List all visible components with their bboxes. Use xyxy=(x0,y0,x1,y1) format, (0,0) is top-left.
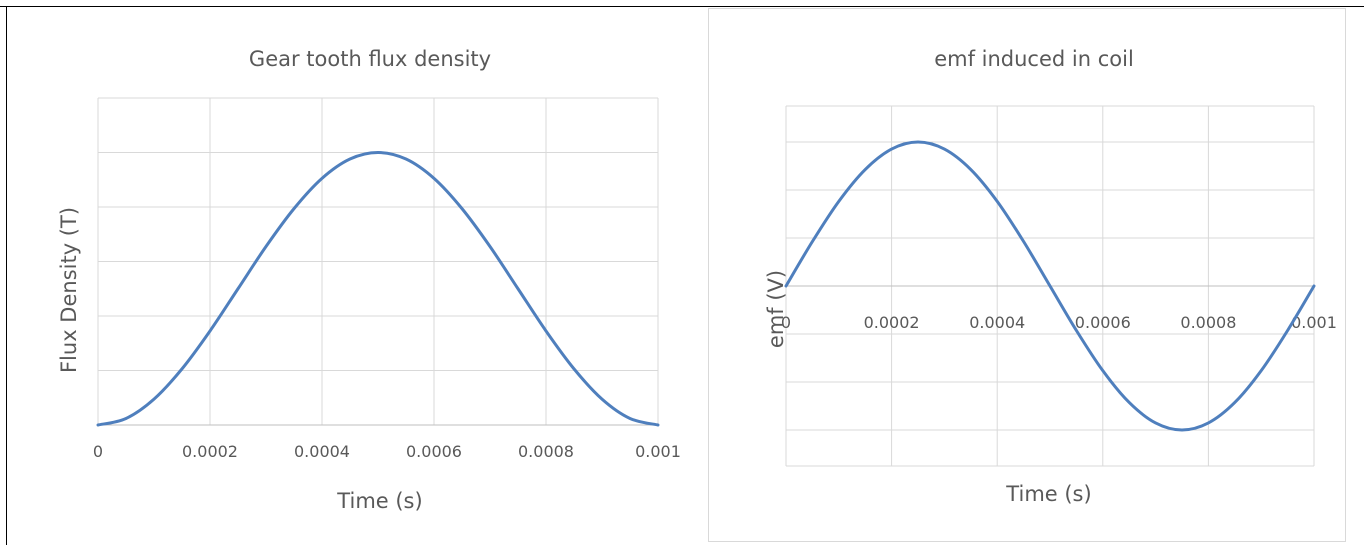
emf-chart-panel: emf induced in coil 0 0.0002 0.0004 0.0006 0… xyxy=(708,8,1346,542)
y-axis-label: Flux Density (T) xyxy=(57,207,81,373)
x-tick-label: 0.0002 xyxy=(864,313,920,332)
flux-density-series-line xyxy=(96,151,660,427)
flux-density-chart: Gear tooth flux density 0 0.0002 0.0004 0.0… xyxy=(57,47,681,513)
x-tick-label: 0.0006 xyxy=(1075,313,1131,332)
x-tick-labels: 0 0.0002 0.0004 0.0006 0.0008 0.001 xyxy=(93,442,681,461)
gridlines xyxy=(97,97,659,426)
y-axis-label: emf (V) xyxy=(764,270,788,348)
x-axis-label: Time (s) xyxy=(1005,482,1091,506)
chart-title: emf induced in coil xyxy=(934,47,1134,71)
x-tick-labels: 0 0.0002 0.0004 0.0006 0.0008 0.001 xyxy=(781,313,1337,332)
x-tick-label: 0.0004 xyxy=(294,442,350,461)
x-tick-label: 0.001 xyxy=(1291,313,1337,332)
flux-density-chart-panel: Gear tooth flux density 0 0.0002 0.0004 0.0… xyxy=(24,18,704,545)
x-tick-label: 0.0008 xyxy=(1180,313,1236,332)
x-tick-label: 0 xyxy=(93,442,103,461)
emf-series-line xyxy=(784,140,1316,432)
x-axis-label: Time (s) xyxy=(336,489,422,513)
x-tick-label: 0 xyxy=(781,313,791,332)
x-tick-label: 0.0004 xyxy=(969,313,1025,332)
x-tick-label: 0.0002 xyxy=(182,442,238,461)
frame-left-border xyxy=(6,6,7,545)
frame-top-border xyxy=(0,6,1364,7)
emf-chart: emf induced in coil 0 0.0002 0.0004 0.0006 0… xyxy=(764,47,1337,506)
chart-title: Gear tooth flux density xyxy=(249,47,491,71)
x-tick-label: 0.0006 xyxy=(406,442,462,461)
x-tick-label: 0.0008 xyxy=(518,442,574,461)
x-tick-label: 0.001 xyxy=(635,442,681,461)
